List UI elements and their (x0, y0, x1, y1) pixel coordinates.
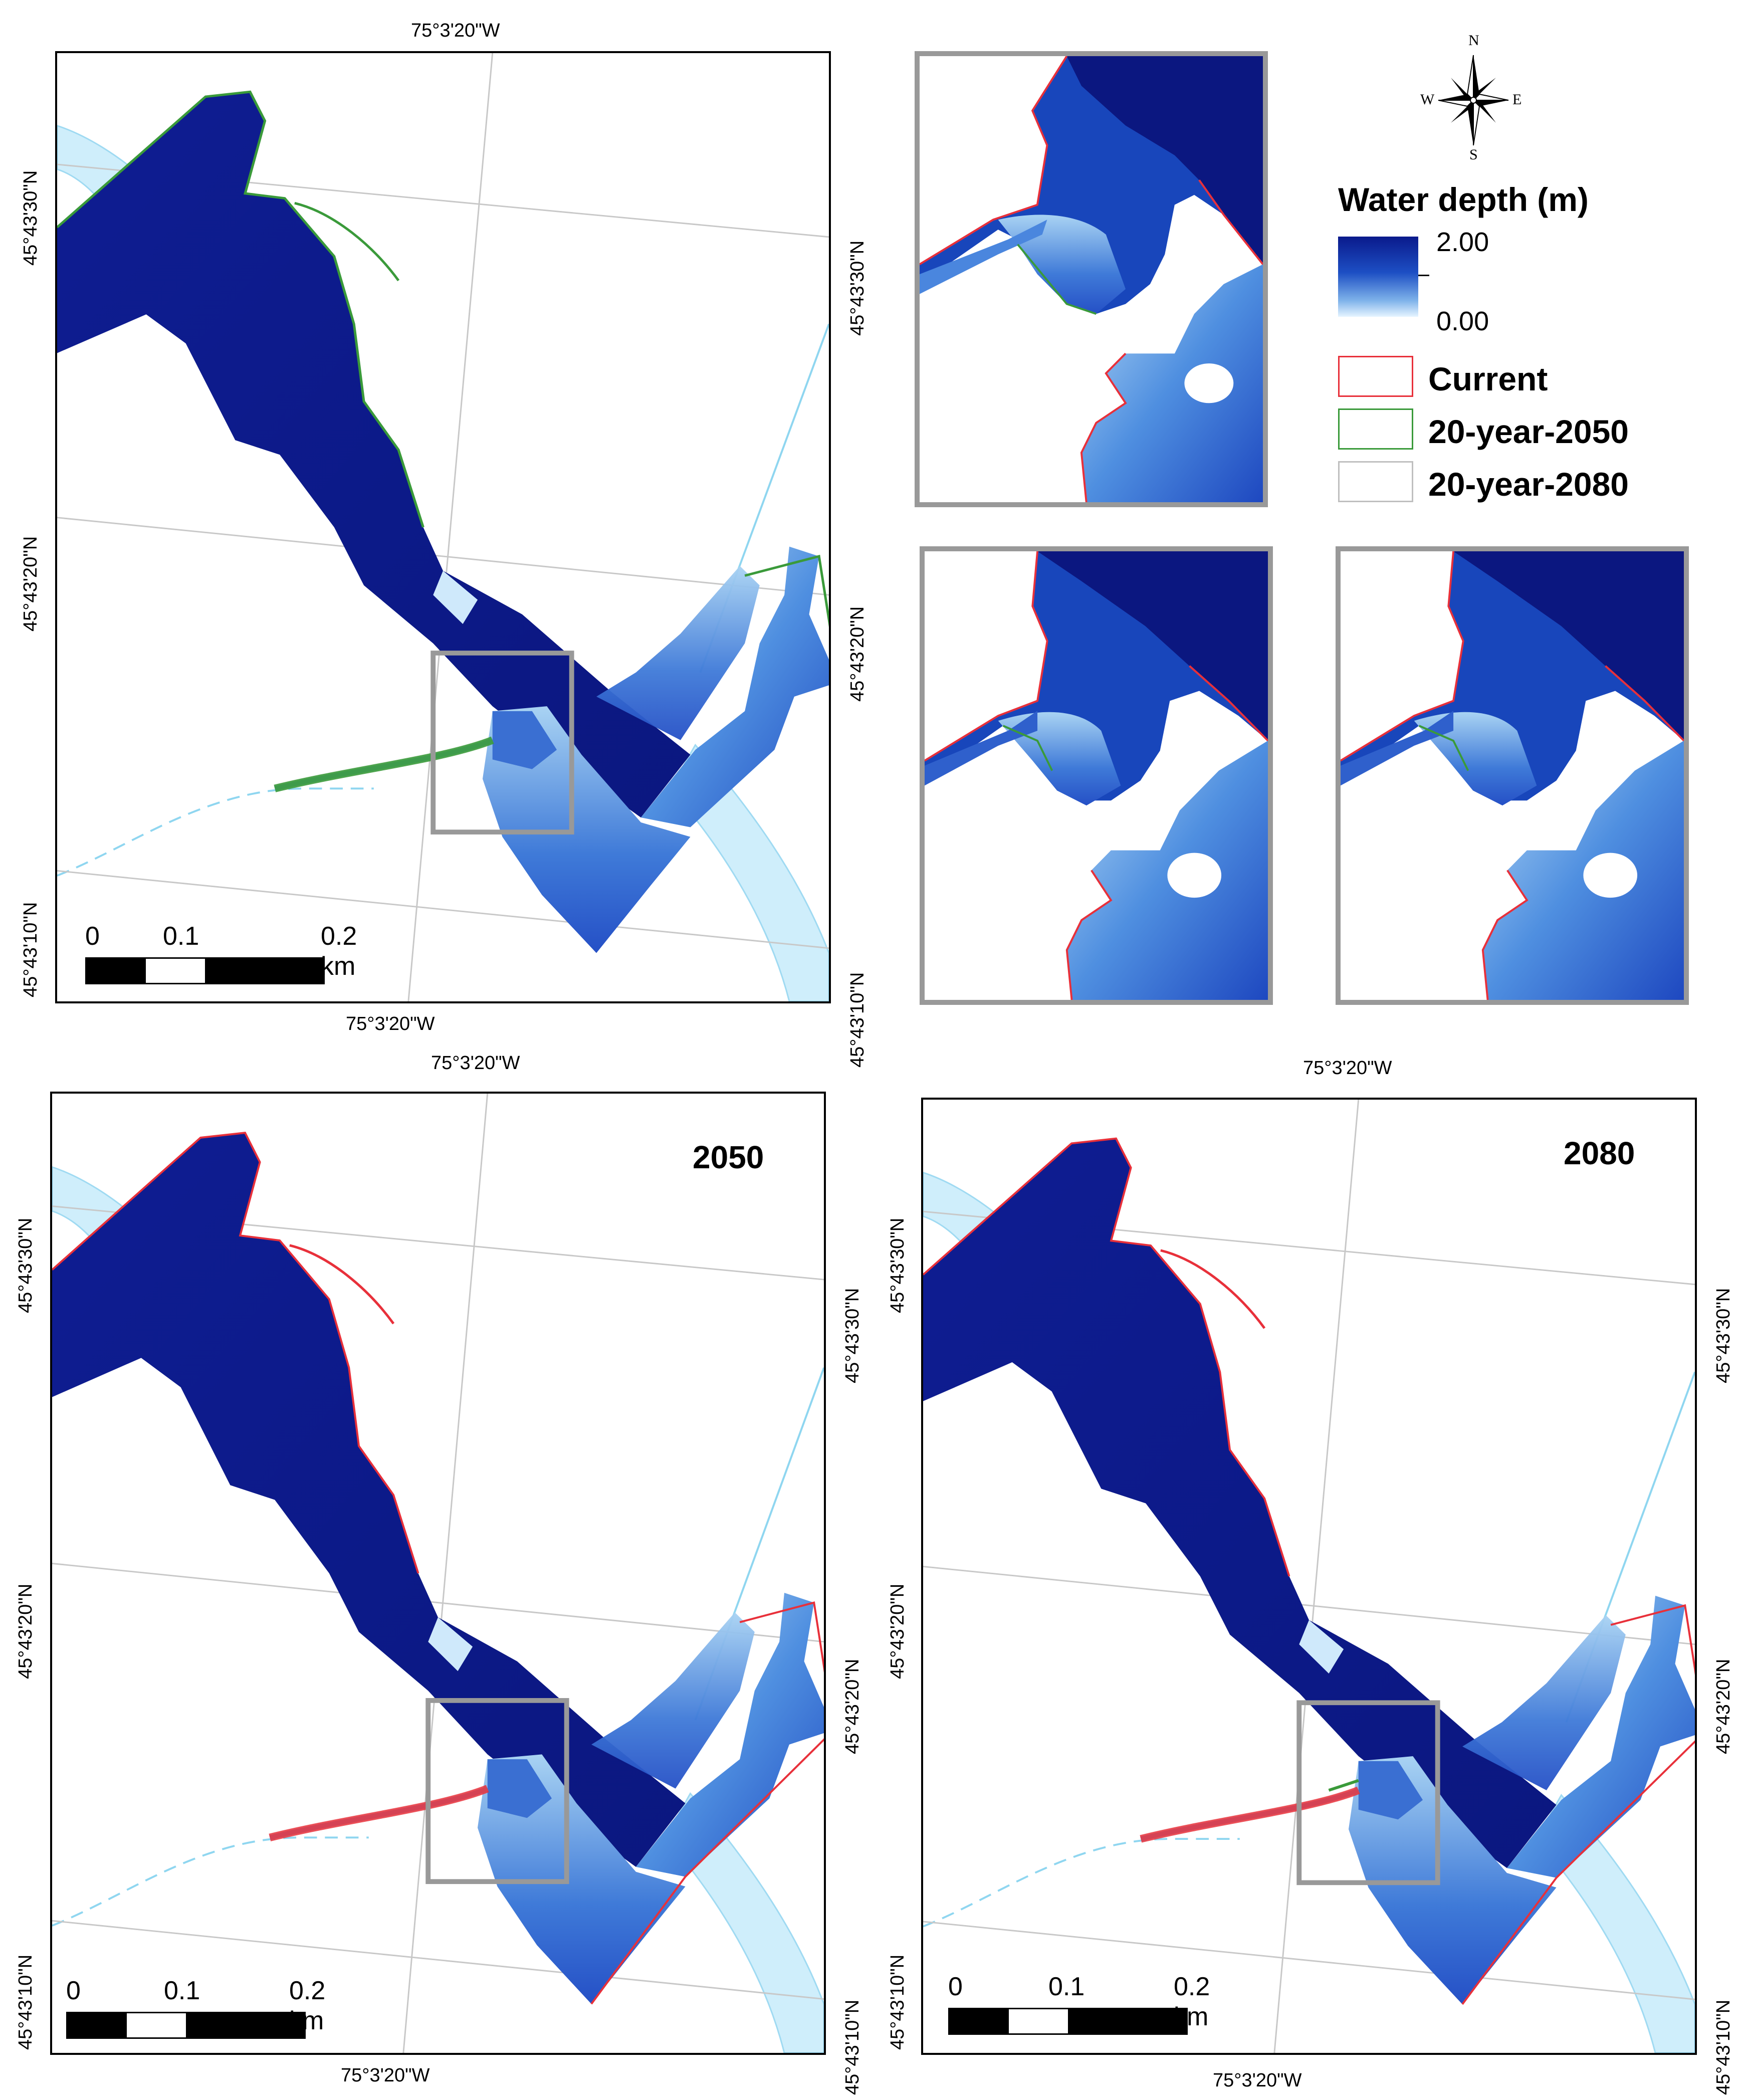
legend-swatch-2080 (1338, 461, 1413, 502)
map-2050[interactable]: 2050 0 0.1 0.2 km (50, 1092, 826, 2055)
ramp-max-label: 2.00 (1436, 227, 1489, 257)
lat-label-left: 45°43'10"N (15, 1954, 36, 2050)
lat-label-left: 45°43'30"N (20, 170, 41, 266)
scale-label-0: 0 (948, 1972, 963, 2001)
lat-label-right: 45°43'20"N (1713, 1658, 1734, 1754)
lat-label-left: 45°43'10"N (20, 902, 41, 997)
lon-label-bottom: 75°3'20"W (1213, 2070, 1302, 2091)
inset-current-graphic (920, 56, 1263, 502)
lat-label-left: 45°43'20"N (887, 1583, 908, 1679)
lon-label-bottom: 75°3'20"W (341, 2065, 430, 2086)
flood-map-2050-graphic (52, 1094, 824, 2053)
scale-bar-segments (66, 2012, 306, 2039)
lat-label-right: 45°43'30"N (842, 1288, 863, 1383)
lat-label-right: 45°43'20"N (842, 1658, 863, 1754)
inset-2050-graphic (925, 551, 1268, 1000)
lat-label-left: 45°43'20"N (20, 536, 41, 632)
scale-bar-segments (948, 2008, 1188, 2035)
flood-map-graphic (57, 53, 829, 1001)
lat-label-right: 45°43'30"N (1713, 1288, 1734, 1383)
inset-current[interactable] (915, 51, 1268, 507)
legend-label-2080: 20-year-2080 (1428, 466, 1629, 503)
lat-label-left: 45°43'30"N (887, 1217, 908, 1313)
zoom-extent-box (1296, 1700, 1440, 1885)
compass-e: E (1512, 91, 1522, 108)
compass-w: W (1420, 91, 1435, 108)
depth-color-ramp (1338, 237, 1418, 317)
lat-label-left: 45°43'30"N (15, 1217, 36, 1313)
lon-label-top: 75°3'20"W (431, 1053, 520, 1074)
compass-s: S (1469, 146, 1478, 163)
ramp-min-label: 0.00 (1436, 306, 1489, 336)
lon-label-top: 75°3'20"W (1303, 1058, 1392, 1079)
lat-label-right: 45°43'30"N (847, 240, 868, 336)
legend-swatch-2050 (1338, 408, 1413, 450)
legend-label-2050: 20-year-2050 (1428, 413, 1629, 450)
legend: Water depth (m) 2.00 0.00 Current 20-yea… (1338, 180, 1729, 521)
scale-label-0.2km: 0.2 km (321, 922, 357, 981)
lat-label-left: 45°43'10"N (887, 1954, 908, 2050)
zoom-extent-box (425, 1698, 569, 1884)
lat-label-left: 45°43'20"N (15, 1583, 36, 1679)
lat-label-right: 45°43'10"N (842, 1999, 863, 2095)
scale-label-0.1: 0.1 (1048, 1972, 1085, 2001)
legend-swatch-current (1338, 356, 1413, 397)
lat-label-right: 45°43'20"N (847, 606, 868, 702)
scale-label-0.1: 0.1 (164, 1976, 200, 2005)
compass-n: N (1468, 32, 1479, 49)
legend-label-current: Current (1428, 360, 1548, 397)
lat-label-right: 45°43'10"N (1713, 1999, 1734, 2095)
lon-label-bottom: 75°3'20"W (346, 1013, 435, 1034)
legend-title: Water depth (m) (1338, 181, 1589, 218)
year-label-2080: 2080 (1564, 1135, 1635, 1171)
map-current-extent[interactable]: 0 0.1 0.2 km (55, 51, 831, 1003)
flood-map-2080-graphic (923, 1100, 1695, 2053)
scale-label-0: 0 (85, 922, 100, 951)
scale-label-0: 0 (66, 1976, 81, 2005)
compass-rose-icon (1438, 55, 1509, 146)
lat-label-right: 45°43'10"N (847, 972, 868, 1068)
map-2080[interactable]: 2080 0 0.1 0.2 km (921, 1098, 1697, 2055)
scale-bar-segments (85, 957, 325, 984)
inset-2050[interactable] (920, 546, 1273, 1005)
lon-label-top: 75°3'20"W (411, 20, 500, 41)
inset-2080[interactable] (1336, 546, 1689, 1005)
year-label-2050: 2050 (693, 1139, 764, 1175)
scale-label-0.1: 0.1 (163, 922, 199, 951)
north-arrow-compass: N S E W (1420, 32, 1523, 165)
ramp-tick (1418, 275, 1429, 276)
zoom-extent-box (430, 651, 574, 834)
inset-2080-graphic (1341, 551, 1684, 1000)
